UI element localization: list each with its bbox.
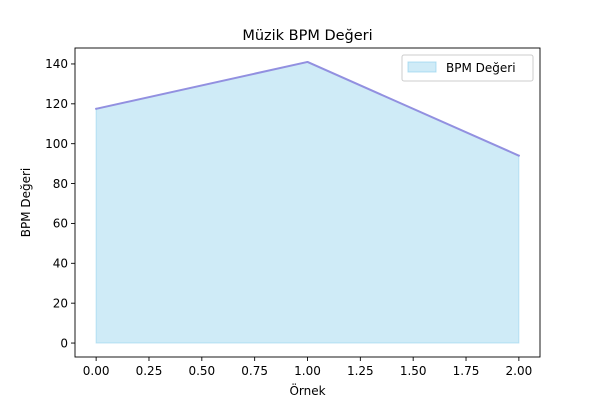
data-point [95, 107, 98, 110]
legend: BPM Değeri [401, 54, 534, 82]
x-tick-label: 1.00 [294, 364, 321, 378]
y-axis-label: BPM Değeri [19, 168, 33, 238]
legend-label: BPM Değeri [446, 61, 516, 75]
data-point [306, 60, 309, 63]
y-tick-label: 40 [53, 257, 68, 271]
area-fill [95, 61, 520, 344]
y-tick-label: 100 [45, 137, 68, 151]
y-tick-label: 20 [53, 296, 68, 310]
y-tick-label: 120 [45, 97, 68, 111]
data-point [517, 154, 520, 157]
y-tick-label: 140 [45, 57, 68, 71]
legend-swatch [407, 61, 437, 73]
x-tick-label: 1.25 [347, 364, 374, 378]
x-tick-label: 0.25 [136, 364, 163, 378]
y-tick-label: 80 [53, 177, 68, 191]
y-axis: 0 20 40 60 80 100 120 140 [45, 57, 75, 350]
x-axis-label: Örnek [289, 382, 325, 398]
x-tick-label: 0.50 [188, 364, 215, 378]
y-tick-label: 0 [60, 336, 68, 350]
y-tick-label: 60 [53, 217, 68, 231]
x-tick-label: 0.00 [83, 364, 110, 378]
x-tick-label: 1.75 [453, 364, 480, 378]
x-tick-label: 0.75 [241, 364, 268, 378]
plot-area [95, 60, 520, 344]
x-tick-label: 2.00 [506, 364, 533, 378]
chart-title: Müzik BPM Değeri [242, 28, 372, 44]
x-axis: 0.00 0.25 0.50 0.75 1.00 1.25 1.50 1.75 2.00 [83, 357, 532, 378]
x-tick-label: 1.50 [400, 364, 427, 378]
